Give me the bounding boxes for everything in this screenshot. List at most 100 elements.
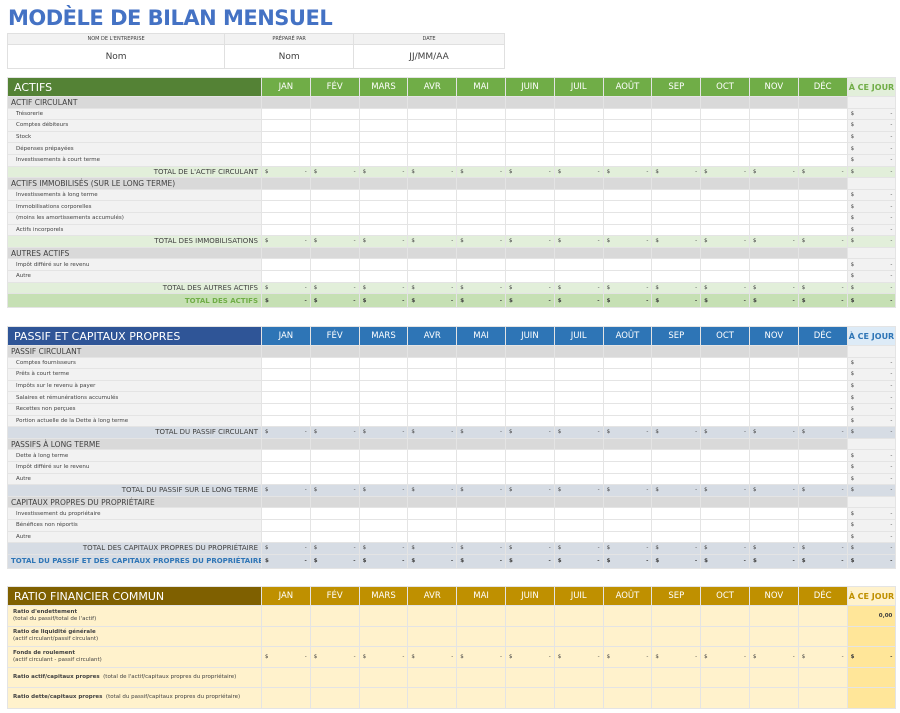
- value-cell[interactable]: [261, 223, 311, 237]
- value-cell[interactable]: [456, 379, 506, 393]
- value-cell[interactable]: [456, 200, 506, 213]
- value-cell[interactable]: [358, 379, 409, 393]
- value-cell[interactable]: [700, 368, 750, 381]
- value-cell[interactable]: [602, 368, 653, 381]
- value-cell[interactable]: [358, 188, 409, 202]
- value-cell[interactable]: [651, 530, 702, 544]
- value-cell[interactable]: [504, 530, 555, 544]
- value-cell[interactable]: [309, 507, 360, 520]
- value-cell[interactable]: [407, 449, 458, 462]
- value-cell[interactable]: [504, 107, 555, 121]
- date-field[interactable]: JJ/MM/AA: [353, 44, 505, 69]
- value-cell[interactable]: [602, 130, 653, 144]
- value-cell[interactable]: [358, 449, 409, 462]
- value-cell[interactable]: [700, 107, 750, 121]
- value-cell[interactable]: [309, 379, 360, 393]
- value-cell[interactable]: [797, 530, 848, 544]
- value-cell[interactable]: [358, 211, 409, 225]
- value-cell[interactable]: [504, 368, 555, 381]
- value-cell[interactable]: [602, 142, 653, 155]
- value-cell[interactable]: [700, 530, 750, 544]
- value-cell[interactable]: [504, 402, 555, 416]
- value-cell[interactable]: [700, 269, 750, 283]
- value-cell[interactable]: [553, 460, 604, 474]
- value-cell[interactable]: [700, 188, 750, 202]
- value-cell[interactable]: [358, 269, 409, 283]
- value-cell[interactable]: [797, 402, 848, 416]
- value-cell[interactable]: [602, 507, 653, 520]
- value-cell[interactable]: [504, 119, 555, 132]
- value-cell[interactable]: [602, 530, 653, 544]
- value-cell[interactable]: [504, 142, 555, 155]
- value-cell[interactable]: [504, 188, 555, 202]
- value-cell[interactable]: [407, 530, 458, 544]
- value-cell[interactable]: [700, 472, 750, 486]
- value-cell[interactable]: [797, 119, 848, 132]
- value-cell[interactable]: [602, 460, 653, 474]
- value-cell[interactable]: [700, 200, 750, 213]
- value-cell[interactable]: [602, 188, 653, 202]
- value-cell[interactable]: [797, 518, 848, 532]
- value-cell[interactable]: [553, 391, 604, 404]
- value-cell[interactable]: [700, 449, 750, 462]
- value-cell[interactable]: [651, 188, 702, 202]
- value-cell[interactable]: [407, 269, 458, 283]
- value-cell[interactable]: [261, 119, 311, 132]
- value-cell[interactable]: [456, 518, 506, 532]
- value-cell[interactable]: [748, 223, 799, 237]
- value-cell[interactable]: [309, 223, 360, 237]
- value-cell[interactable]: [456, 472, 506, 486]
- value-cell[interactable]: [602, 153, 653, 167]
- value-cell[interactable]: [261, 507, 311, 520]
- value-cell[interactable]: [602, 379, 653, 393]
- value-cell[interactable]: [797, 200, 848, 213]
- value-cell[interactable]: [748, 518, 799, 532]
- value-cell[interactable]: [602, 258, 653, 271]
- value-cell[interactable]: [553, 530, 604, 544]
- value-cell[interactable]: [700, 460, 750, 474]
- value-cell[interactable]: [553, 153, 604, 167]
- value-cell[interactable]: [407, 153, 458, 167]
- value-cell[interactable]: [797, 414, 848, 428]
- value-cell[interactable]: [309, 153, 360, 167]
- value-cell[interactable]: [504, 391, 555, 404]
- value-cell[interactable]: [797, 258, 848, 271]
- value-cell[interactable]: [602, 449, 653, 462]
- value-cell[interactable]: [700, 130, 750, 144]
- value-cell[interactable]: [553, 518, 604, 532]
- value-cell[interactable]: [553, 188, 604, 202]
- value-cell[interactable]: [261, 414, 311, 428]
- value-cell[interactable]: [456, 119, 506, 132]
- value-cell[interactable]: [456, 460, 506, 474]
- value-cell[interactable]: [407, 368, 458, 381]
- value-cell[interactable]: [504, 472, 555, 486]
- value-cell[interactable]: [407, 518, 458, 532]
- value-cell[interactable]: [407, 142, 458, 155]
- value-cell[interactable]: [700, 379, 750, 393]
- value-cell[interactable]: [651, 130, 702, 144]
- value-cell[interactable]: [602, 223, 653, 237]
- value-cell[interactable]: [309, 518, 360, 532]
- value-cell[interactable]: [358, 107, 409, 121]
- value-cell[interactable]: [358, 368, 409, 381]
- value-cell[interactable]: [553, 119, 604, 132]
- value-cell[interactable]: [553, 200, 604, 213]
- value-cell[interactable]: [504, 211, 555, 225]
- value-cell[interactable]: [748, 153, 799, 167]
- value-cell[interactable]: [309, 188, 360, 202]
- value-cell[interactable]: [407, 414, 458, 428]
- value-cell[interactable]: [797, 211, 848, 225]
- value-cell[interactable]: [261, 472, 311, 486]
- value-cell[interactable]: [651, 211, 702, 225]
- value-cell[interactable]: [602, 119, 653, 132]
- value-cell[interactable]: [456, 188, 506, 202]
- value-cell[interactable]: [651, 507, 702, 520]
- value-cell[interactable]: [261, 379, 311, 393]
- value-cell[interactable]: [358, 530, 409, 544]
- value-cell[interactable]: [261, 200, 311, 213]
- value-cell[interactable]: [700, 518, 750, 532]
- value-cell[interactable]: [553, 356, 604, 370]
- value-cell[interactable]: [309, 107, 360, 121]
- value-cell[interactable]: [456, 269, 506, 283]
- value-cell[interactable]: [651, 223, 702, 237]
